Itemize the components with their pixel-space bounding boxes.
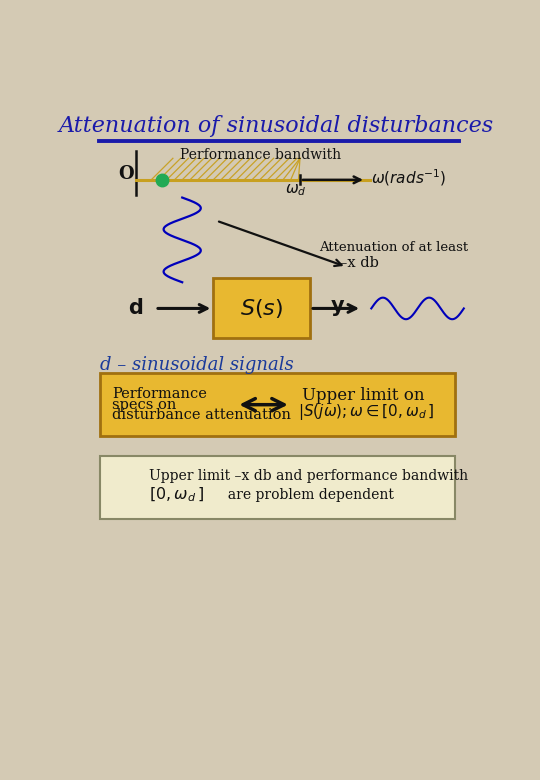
Text: $S(s)$: $S(s)$ bbox=[240, 297, 283, 320]
FancyBboxPatch shape bbox=[100, 456, 455, 519]
Text: Performance: Performance bbox=[112, 387, 207, 401]
Text: –x db: –x db bbox=[340, 256, 379, 270]
FancyBboxPatch shape bbox=[213, 278, 310, 339]
Text: Upper limit on: Upper limit on bbox=[301, 387, 424, 404]
Text: $|S(j\omega);\omega \in [0,\omega_d\,]$: $|S(j\omega);\omega \in [0,\omega_d\,]$ bbox=[299, 402, 435, 423]
Text: specs on: specs on bbox=[112, 398, 177, 412]
Text: $\omega(rads^{-1})$: $\omega(rads^{-1})$ bbox=[372, 167, 447, 188]
Text: Performance bandwith: Performance bandwith bbox=[180, 148, 341, 162]
Text: Attenuation of at least: Attenuation of at least bbox=[319, 241, 469, 254]
Text: Attenuation of sinusoidal disturbances: Attenuation of sinusoidal disturbances bbox=[59, 115, 494, 137]
Text: $\mathbf{y}$: $\mathbf{y}$ bbox=[329, 299, 345, 318]
Text: O: O bbox=[119, 165, 134, 183]
Text: Upper limit –x db and performance bandwith: Upper limit –x db and performance bandwi… bbox=[149, 470, 468, 484]
Text: $\omega_d$: $\omega_d$ bbox=[285, 182, 307, 197]
Text: $\mathbf{d}$: $\mathbf{d}$ bbox=[128, 299, 143, 318]
Text: d – sinusoidal signals: d – sinusoidal signals bbox=[100, 356, 294, 374]
FancyBboxPatch shape bbox=[100, 373, 455, 436]
Text: disturbance attenuation: disturbance attenuation bbox=[112, 409, 292, 423]
Text: are problem dependent: are problem dependent bbox=[219, 488, 394, 502]
Text: $[0,\omega_d\,]$: $[0,\omega_d\,]$ bbox=[149, 486, 204, 504]
